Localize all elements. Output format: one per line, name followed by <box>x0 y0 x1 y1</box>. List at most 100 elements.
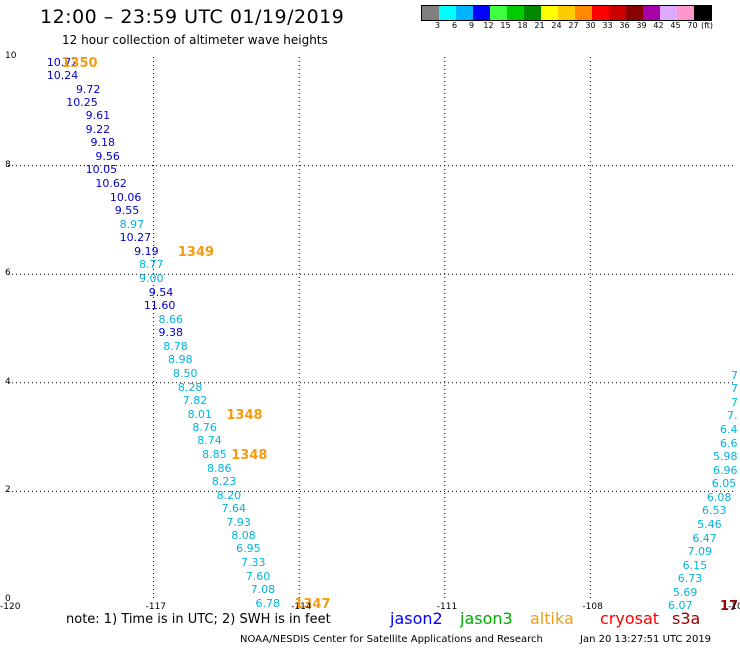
wave-height-label: 6.08 <box>706 490 732 504</box>
satellite-legend-altika: altika <box>530 609 574 628</box>
x-tick-label: -117 <box>145 602 167 612</box>
x-tick-label: -120 <box>0 602 21 612</box>
wave-height-label: 6.47 <box>692 531 717 545</box>
pass-time-label: 1347 <box>294 596 331 612</box>
wave-height-label: 5.46 <box>697 517 722 531</box>
wave-height-label: 9.18 <box>90 136 116 150</box>
satellite-legend-s3a: s3a <box>672 609 701 628</box>
legend-label: 33 <box>602 21 613 30</box>
wave-height-label: 10.06 <box>109 190 142 204</box>
wave-height-label: 8.28 <box>177 380 203 394</box>
y-tick-label: 0 <box>5 594 11 604</box>
pass-time-label: 1348 <box>226 407 263 423</box>
legend-label: 45 <box>670 21 681 30</box>
legend-label: 12 <box>483 21 494 30</box>
wave-height-label: 6.4 <box>720 422 738 436</box>
y-tick-label: 2 <box>5 485 11 496</box>
legend-swatch <box>541 6 558 20</box>
wave-height-label: 9.55 <box>114 204 140 218</box>
wave-height-label: 6.15 <box>682 558 708 572</box>
legend-swatch <box>694 6 711 20</box>
legend-label: 42 <box>653 21 664 30</box>
wave-height-label: 5.98 <box>713 450 738 464</box>
legend-label: 18 <box>517 21 528 30</box>
legend-swatch <box>558 6 575 20</box>
y-tick-label: 6 <box>5 268 11 279</box>
wave-height-label: 6.05 <box>711 477 737 491</box>
legend-swatch <box>575 6 592 20</box>
wave-height-label: 8.97 <box>119 217 145 231</box>
legend-label: 36 <box>619 21 630 30</box>
wave-height-label: 10.25 <box>66 96 98 110</box>
wave-height-label: 5.69 <box>672 585 698 599</box>
legend-swatch <box>422 6 439 20</box>
wave-height-label: 7.93 <box>226 515 251 529</box>
legend-swatch <box>439 6 456 20</box>
wave-height-label: 6.6 <box>720 436 738 450</box>
map-subtitle: 12 hour collection of altimeter wave hei… <box>62 33 328 47</box>
wave-height-label: 9.54 <box>148 285 174 299</box>
pass-time-label: 1350 <box>61 56 98 72</box>
wave-height-label: 10.27 <box>119 231 152 245</box>
footer-note: note: 1) Time is in UTC; 2) SWH is in fe… <box>66 612 331 627</box>
legend-label: 30 <box>585 21 596 30</box>
legend-label: 3 <box>434 21 441 30</box>
legend-unit: (ft) <box>700 21 714 30</box>
generated-timestamp: Jan 20 13:27:51 UTC 2019 <box>580 634 712 645</box>
wave-height-label: 6.95 <box>236 542 261 556</box>
wave-height-label: 9.56 <box>95 149 120 163</box>
legend-label: 39 <box>636 21 647 30</box>
satellite-legend-jason2: jason2 <box>390 609 443 628</box>
pass-time-label: 1349 <box>177 244 215 260</box>
wave-height-label: 9.61 <box>85 109 111 123</box>
wave-height-label: 7.82 <box>182 394 208 408</box>
wave-height-label: 9.22 <box>85 122 111 136</box>
wave-height-label: 8.01 <box>187 407 213 421</box>
wave-height-label: 10.62 <box>95 176 127 190</box>
wave-height-label: 8.78 <box>163 339 188 353</box>
legend-swatch <box>524 6 541 20</box>
legend-label: 70 <box>687 21 698 30</box>
legend-swatch <box>643 6 660 20</box>
legend-label: 6 <box>451 21 458 30</box>
wave-height-label: 9.00 <box>139 272 164 285</box>
wave-height-label: 7 <box>731 382 738 396</box>
legend-swatch <box>473 6 490 20</box>
map-title: 12:00 – 23:59 UTC 01/19/2019 <box>40 6 345 28</box>
wave-height-label: 6.53 <box>702 504 727 518</box>
wave-height-label: 6.73 <box>677 572 703 586</box>
wave-height-label: 9.19 <box>134 244 159 258</box>
color-legend-bar <box>421 5 712 21</box>
legend-swatch <box>490 6 507 20</box>
wave-height-label: 8.76 <box>192 420 217 434</box>
legend-swatch <box>626 6 643 20</box>
legend-swatch <box>456 6 473 20</box>
wave-height-label: 8.20 <box>216 488 242 502</box>
legend-swatch <box>660 6 677 20</box>
legend-swatch <box>592 6 609 20</box>
legend-label: 21 <box>534 21 545 30</box>
pass-time-label: 1348 <box>231 447 268 463</box>
x-tick-label: -114 <box>291 602 312 612</box>
wave-height-label: 10.24 <box>46 69 79 83</box>
wave-height-label: 8.74 <box>197 434 222 448</box>
wave-height-label: 7.08 <box>250 583 276 597</box>
satellite-legend-jason3: jason3 <box>460 609 513 628</box>
legend-swatch <box>609 6 626 20</box>
wave-height-label: 10.72 <box>46 56 79 70</box>
satellite-legend-cryosat: cryosat <box>600 609 660 628</box>
wave-height-label: 8.86 <box>206 461 232 475</box>
wave-height-label: 7.64 <box>221 502 247 516</box>
wave-height-label: 10.05 <box>85 163 118 177</box>
wave-height-label: 6.96 <box>713 463 738 477</box>
wave-height-label: 8.66 <box>158 312 183 326</box>
wave-height-label: 6.07 <box>668 599 693 613</box>
legend-label: 27 <box>568 21 579 30</box>
legend-label: 15 <box>500 21 511 30</box>
wave-height-label: 7 <box>731 368 738 382</box>
wave-height-label: 7. <box>727 409 738 423</box>
credit-text: NOAA/NESDIS Center for Satellite Applica… <box>240 634 543 645</box>
y-tick-label: 4 <box>5 376 11 387</box>
wave-height-label: 8.77 <box>139 258 164 272</box>
